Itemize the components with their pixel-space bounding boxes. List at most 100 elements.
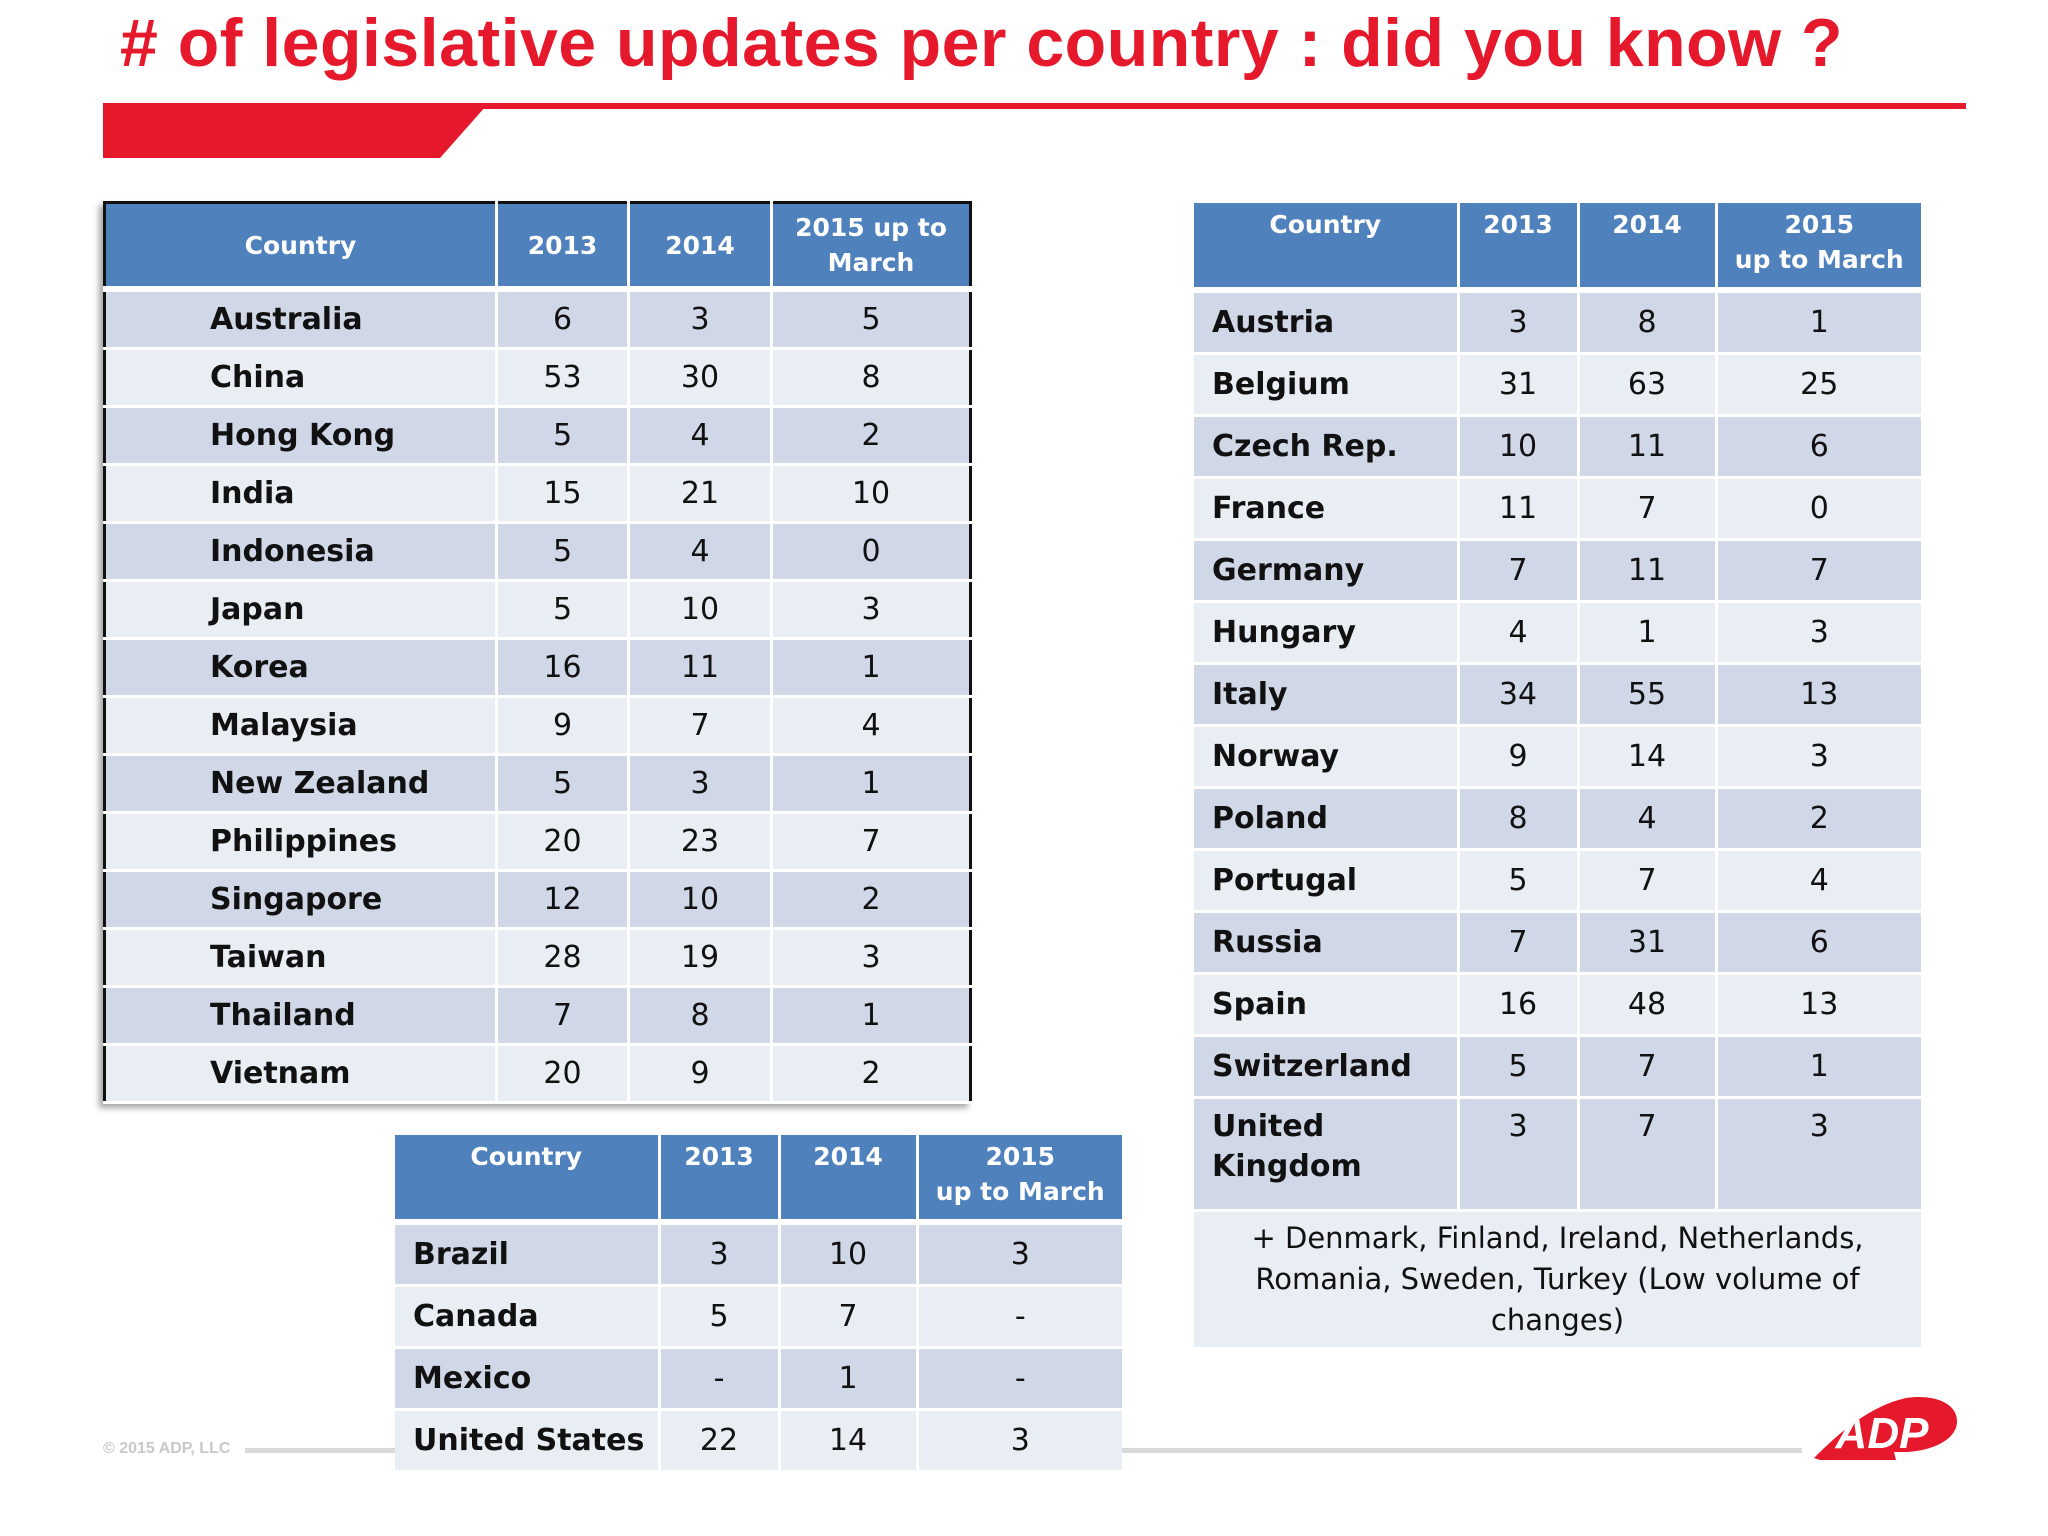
value-2015: 1 — [1716, 290, 1921, 355]
value-2015: 5 — [771, 289, 971, 350]
value-2015: 10 — [771, 464, 971, 524]
value-2014: 4 — [628, 406, 773, 466]
value-2015: 7 — [771, 812, 971, 872]
value-2013: 5 — [496, 406, 630, 466]
value-2013: 34 — [1458, 663, 1580, 727]
value-2014: 10 — [628, 580, 773, 640]
title-underline — [103, 103, 1966, 109]
header-country: Country — [1194, 203, 1460, 293]
header-country: Country — [104, 202, 498, 292]
header-2015: 2015 up to March — [1716, 203, 1921, 293]
header-2015-line2: up to March — [935, 1177, 1105, 1206]
europe-table: Country 2013 2014 2015 up to March Austr… — [1194, 203, 1921, 1350]
value-2014: 23 — [628, 812, 773, 872]
country-cell: Spain — [1194, 973, 1460, 1037]
table-row: Brazil 3 10 3 — [395, 1222, 1122, 1287]
value-2015: 6 — [1716, 911, 1921, 975]
country-cell: India — [104, 464, 498, 524]
value-2013: 5 — [1458, 1035, 1580, 1099]
country-cell: Austria — [1194, 290, 1460, 355]
table-row: Spain 16 48 13 — [1194, 973, 1921, 1037]
country-cell: New Zealand — [104, 754, 498, 814]
country-cell: Malaysia — [104, 696, 498, 756]
header-2014: 2014 — [779, 1135, 919, 1225]
table-row: Korea 16 11 1 — [104, 638, 971, 698]
value-2014: 4 — [1578, 787, 1718, 851]
table-row: Taiwan 28 19 3 — [104, 928, 971, 988]
country-cell: France — [1194, 477, 1460, 541]
table-row: China 53 30 8 — [104, 348, 971, 408]
value-2015: 7 — [1716, 539, 1921, 603]
asia-table: Country 2013 2014 2015 up to March Austr… — [103, 201, 972, 1104]
value-2014: 14 — [1578, 725, 1718, 789]
table-row: Portugal 5 7 4 — [1194, 849, 1921, 913]
country-cell: Switzerland — [1194, 1035, 1460, 1099]
country-cell: Brazil — [395, 1222, 661, 1287]
header-2014: 2014 — [1578, 203, 1718, 293]
value-2013: 31 — [1458, 353, 1580, 417]
table-row: Hong Kong 5 4 2 — [104, 406, 971, 466]
value-2013: 7 — [1458, 539, 1580, 603]
value-2013: 16 — [1458, 973, 1580, 1037]
header-2013: 2013 — [659, 1135, 781, 1225]
value-2014: 7 — [1578, 1035, 1718, 1099]
header-2013: 2013 — [496, 202, 630, 292]
table-row: Vietnam 20 9 2 — [104, 1044, 971, 1104]
country-cell: Hungary — [1194, 601, 1460, 665]
value-2014: 7 — [1578, 849, 1718, 913]
value-2013: 5 — [1458, 849, 1580, 913]
value-2015: 3 — [917, 1409, 1122, 1473]
table-row: Indonesia 5 4 0 — [104, 522, 971, 582]
value-2013: 16 — [496, 638, 630, 698]
country-cell: Portugal — [1194, 849, 1460, 913]
value-2015: 4 — [1716, 849, 1921, 913]
value-2014: 7 — [779, 1285, 919, 1349]
value-2015: 13 — [1716, 663, 1921, 727]
country-cell: Indonesia — [104, 522, 498, 582]
value-2013: 12 — [496, 870, 630, 930]
value-2013: 5 — [496, 754, 630, 814]
value-2015: 2 — [1716, 787, 1921, 851]
adp-logo: ADP — [1814, 1396, 1958, 1460]
value-2015: 1 — [771, 754, 971, 814]
value-2015: 6 — [1716, 415, 1921, 479]
header-2015-line2: up to March — [1734, 245, 1904, 274]
europe-table-body: Austria 3 8 1 Belgium 31 63 25 Czech Rep. 10 11 6 Fr… — [1194, 290, 1921, 1099]
value-2013: 9 — [496, 696, 630, 756]
note-row: + Denmark, Finland, Ireland, Netherlands… — [1194, 1210, 1921, 1350]
value-2014: 1 — [1578, 601, 1718, 665]
country-cell: Russia — [1194, 911, 1460, 975]
value-2015: 3 — [771, 928, 971, 988]
value-2014: 8 — [1578, 290, 1718, 355]
value-2014: 11 — [628, 638, 773, 698]
value-2013: 3 — [659, 1222, 781, 1287]
value-2014: 31 — [1578, 911, 1718, 975]
table-row: Switzerland 5 7 1 — [1194, 1035, 1921, 1099]
table-row: Norway 9 14 3 — [1194, 725, 1921, 789]
country-cell: Philippines — [104, 812, 498, 872]
value-2015: - — [917, 1285, 1122, 1349]
value-2013: 5 — [496, 522, 630, 582]
value-2015: 3 — [771, 580, 971, 640]
value-2015: 25 — [1716, 353, 1921, 417]
country-cell: Hong Kong — [104, 406, 498, 466]
value-2015: 1 — [1716, 1035, 1921, 1099]
table-row: United States 22 14 3 — [395, 1409, 1122, 1473]
value-2014: 10 — [628, 870, 773, 930]
table-row: Thailand 7 8 1 — [104, 986, 971, 1046]
value-2013: 10 — [1458, 415, 1580, 479]
table-row: Belgium 31 63 25 — [1194, 353, 1921, 417]
country-cell: Belgium — [1194, 353, 1460, 417]
value-2014: 7 — [628, 696, 773, 756]
value-2015: 0 — [771, 522, 971, 582]
table-row: Canada 5 7- — [395, 1285, 1122, 1349]
value-2014: 48 — [1578, 973, 1718, 1037]
country-cell: Germany — [1194, 539, 1460, 603]
value-2014: 8 — [628, 986, 773, 1046]
value-2013: 20 — [496, 812, 630, 872]
value-2013: 3 — [1458, 290, 1580, 355]
table-row: United Kingdom 3 7 3 — [1194, 1097, 1921, 1212]
value-2015: 2 — [771, 406, 971, 466]
value-2014: 10 — [779, 1222, 919, 1287]
value-2015: - — [917, 1347, 1122, 1411]
